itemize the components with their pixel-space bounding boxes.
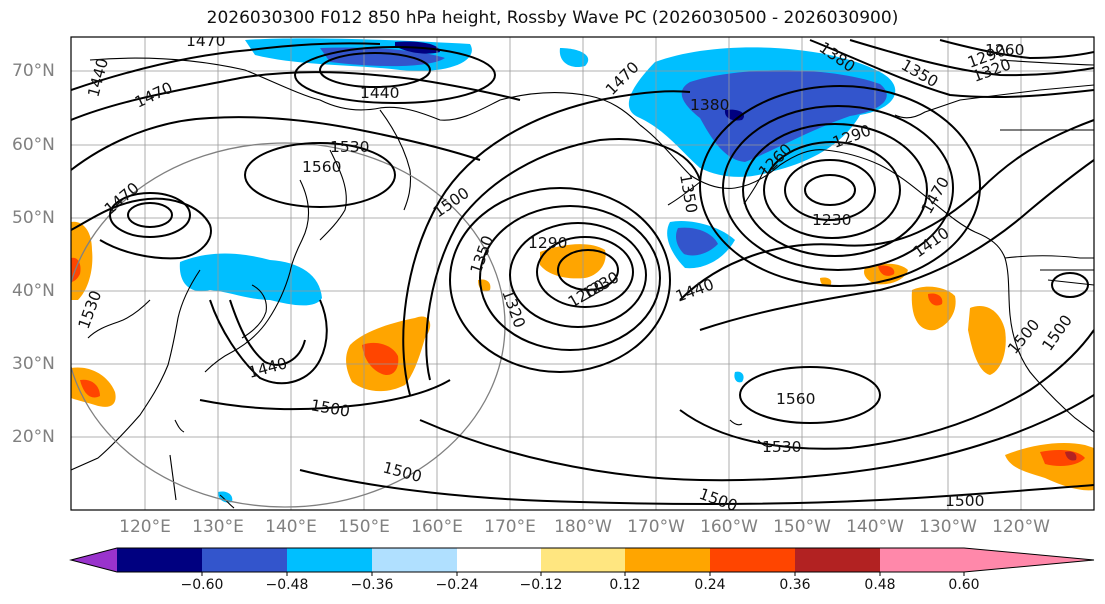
contour-label: 1470 <box>186 32 225 50</box>
contour-label: 1410 <box>910 224 953 261</box>
contour-label: 1560 <box>776 390 815 408</box>
colorbar-segment <box>625 548 710 572</box>
colorbar-tick-label: 0.36 <box>779 577 811 593</box>
lon-label: 170°W <box>627 517 685 537</box>
colorbar-extend-right <box>964 548 1094 572</box>
colorbar-segment <box>117 548 202 572</box>
contour-label: 1260 <box>985 41 1024 59</box>
map-plot-area: 1470 1440 1470 1440 1530 1560 1500 1470 … <box>71 32 1094 515</box>
lon-label: 120°E <box>119 517 171 537</box>
contour-label: 1440 <box>673 275 716 305</box>
contour-label: 1440 <box>360 84 399 102</box>
lon-label: 160°E <box>411 517 463 537</box>
coastlines <box>71 57 1094 509</box>
colorbar-tick-label: −0.24 <box>435 577 479 593</box>
contour-label: 1500 <box>697 485 740 515</box>
contour-label: 1500 <box>430 184 473 221</box>
lon-label: 140°W <box>846 517 904 537</box>
region-circle <box>71 142 506 508</box>
colorbar-tick-label: 0.24 <box>694 577 726 593</box>
colorbar-segment <box>372 548 457 572</box>
lon-label: 130°E <box>192 517 244 537</box>
lon-label: 150°E <box>338 517 390 537</box>
contour-label: 1500 <box>381 458 424 486</box>
colorbar-extend-left <box>71 548 117 572</box>
contour-label: 1350 <box>898 56 941 91</box>
contour-label: 1380 <box>690 96 729 114</box>
lon-label: 170°E <box>484 517 536 537</box>
colorbar-segment <box>710 548 795 572</box>
positive-shading <box>71 221 1094 491</box>
contour-label: 1530 <box>762 438 801 456</box>
contour-label: 1500 <box>1004 316 1043 358</box>
lat-label: 30°N <box>12 354 55 374</box>
colorbar-tick-label: 0.60 <box>948 577 980 593</box>
lon-label: 160°W <box>700 517 758 537</box>
colorbar-tick-label: −0.60 <box>180 577 224 593</box>
contour-label: 1470 <box>101 179 143 218</box>
colorbar-segment <box>457 548 541 572</box>
colorbar-segment <box>202 548 287 572</box>
colorbar-tick-label: −0.12 <box>519 577 563 593</box>
contour-label: 1440 <box>246 354 289 382</box>
colorbar-tick-label: 0.12 <box>609 577 641 593</box>
lat-label: 50°N <box>12 208 55 228</box>
map-frame <box>70 36 1095 511</box>
contour-label: 1320 <box>498 287 528 330</box>
contour-label: 1560 <box>302 158 341 176</box>
lon-label: 150°W <box>773 517 831 537</box>
lon-label: 180°W <box>554 517 612 537</box>
map-title: 2026030300 F012 850 hPa height, Rossby W… <box>206 8 899 28</box>
contour-label: 1470 <box>132 79 175 112</box>
gridlines <box>71 37 1094 510</box>
colorbar-tick-label: 0.48 <box>864 577 896 593</box>
contour-label: 1500 <box>1039 312 1076 355</box>
colorbar-outline <box>69 547 1095 573</box>
lat-label: 70°N <box>12 61 55 81</box>
lon-label: 140°E <box>265 517 317 537</box>
contour-label: 1500 <box>309 396 351 421</box>
lon-label: 130°W <box>919 517 977 537</box>
colorbar-tick-label: −0.36 <box>350 577 394 593</box>
lat-label: 20°N <box>12 427 55 447</box>
contour-label: 1230 <box>812 211 851 229</box>
lat-label: 60°N <box>12 135 55 155</box>
colorbar-segment <box>880 548 964 572</box>
colorbar-segment <box>541 548 625 572</box>
colorbar-segment <box>287 548 372 572</box>
colorbar <box>69 547 1095 576</box>
contour-label: 1500 <box>945 492 984 510</box>
contour-label: 1530 <box>330 138 369 156</box>
colorbar-tick-label: −0.48 <box>265 577 309 593</box>
lon-label: 120°W <box>992 517 1050 537</box>
colorbar-segment <box>795 548 880 572</box>
contour-label: 1290 <box>528 234 567 252</box>
contour-label: 1350 <box>467 233 497 276</box>
lat-label: 40°N <box>12 281 55 301</box>
height-contours <box>71 39 1094 506</box>
